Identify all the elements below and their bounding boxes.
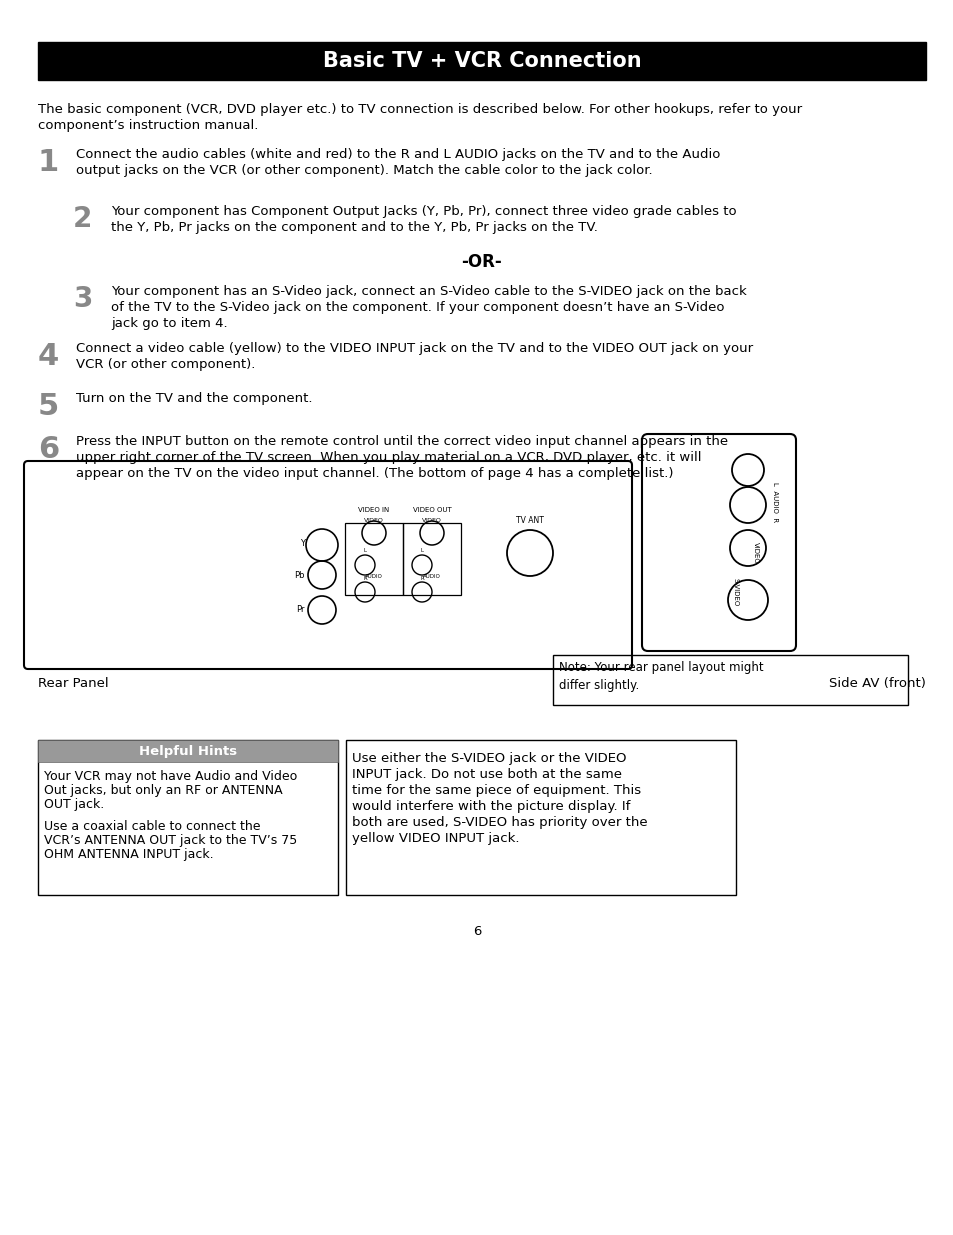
Text: Rear Panel: Rear Panel	[38, 677, 109, 690]
Text: Use either the S-VIDEO jack or the VIDEO: Use either the S-VIDEO jack or the VIDEO	[352, 752, 626, 764]
Text: S-VIDEO: S-VIDEO	[732, 578, 739, 606]
Text: upper right corner of the TV screen. When you play material on a VCR, DVD player: upper right corner of the TV screen. Whe…	[76, 451, 700, 464]
Text: INPUT jack. Do not use both at the same: INPUT jack. Do not use both at the same	[352, 768, 621, 781]
Text: the Y, Pb, Pr jacks on the component and to the Y, Pb, Pr jacks on the TV.: the Y, Pb, Pr jacks on the component and…	[111, 221, 598, 233]
Bar	[553, 655, 907, 705]
Text: Out jacks, but only an RF or ANTENNA: Out jacks, but only an RF or ANTENNA	[44, 784, 282, 797]
Text: Press the INPUT button on the remote control until the correct video input chann: Press the INPUT button on the remote con…	[76, 435, 727, 448]
Text: appear on the TV on the video input channel. (The bottom of page 4 has a complet: appear on the TV on the video input chan…	[76, 467, 673, 480]
Text: 6: 6	[38, 435, 59, 464]
Text: TV ANT: TV ANT	[516, 516, 543, 525]
Text: Your component has an S-Video jack, connect an S-Video cable to the S-VIDEO jack: Your component has an S-Video jack, conn…	[111, 285, 746, 298]
Text: Connect the audio cables (white and red) to the R and L AUDIO jacks on the TV an: Connect the audio cables (white and red)…	[76, 148, 720, 161]
FancyBboxPatch shape	[641, 433, 795, 651]
Text: time for the same piece of equipment. This: time for the same piece of equipment. Th…	[352, 784, 640, 797]
Text: 6: 6	[473, 925, 480, 939]
Text: AUDIO: AUDIO	[422, 574, 440, 579]
Text: would interfere with the picture display. If: would interfere with the picture display…	[352, 800, 630, 813]
Bar	[346, 740, 735, 895]
Text: 1: 1	[38, 148, 59, 177]
Text: VIDEO OUT: VIDEO OUT	[413, 508, 451, 513]
Text: Your component has Component Output Jacks (Y, Pb, Pr), connect three video grade: Your component has Component Output Jack…	[111, 205, 736, 219]
Text: R: R	[363, 576, 367, 580]
Bar	[38, 740, 337, 762]
Text: Pr: Pr	[296, 605, 305, 615]
FancyBboxPatch shape	[24, 461, 631, 669]
Bar	[38, 740, 337, 895]
Text: L: L	[420, 548, 423, 553]
Text: Helpful Hints: Helpful Hints	[139, 745, 236, 757]
Text: Connect a video cable (yellow) to the VIDEO INPUT jack on the TV and to the VIDE: Connect a video cable (yellow) to the VI…	[76, 342, 752, 354]
Text: -OR-: -OR-	[461, 253, 502, 270]
Text: of the TV to the S-Video jack on the component. If your component doesn’t have a: of the TV to the S-Video jack on the com…	[111, 301, 723, 314]
Text: L  AUDIO  R: L AUDIO R	[771, 483, 778, 522]
Text: 5: 5	[38, 391, 59, 421]
Text: The basic component (VCR, DVD player etc.) to TV connection is described below. : The basic component (VCR, DVD player etc…	[38, 103, 801, 116]
Text: VIDEO IN: VIDEO IN	[358, 508, 389, 513]
Text: output jacks on the VCR (or other component). Match the cable color to the jack : output jacks on the VCR (or other compon…	[76, 164, 652, 177]
Text: both are used, S-VIDEO has priority over the: both are used, S-VIDEO has priority over…	[352, 816, 647, 829]
Text: yellow VIDEO INPUT jack.: yellow VIDEO INPUT jack.	[352, 832, 519, 845]
Text: VIDEO: VIDEO	[364, 517, 383, 522]
Text: VCR (or other component).: VCR (or other component).	[76, 358, 255, 370]
Text: OUT jack.: OUT jack.	[44, 798, 104, 811]
Bar	[345, 522, 402, 595]
Text: AUDIO: AUDIO	[365, 574, 382, 579]
Text: OHM ANTENNA INPUT jack.: OHM ANTENNA INPUT jack.	[44, 848, 213, 861]
Text: Side AV (front): Side AV (front)	[828, 677, 925, 690]
Text: Turn on the TV and the component.: Turn on the TV and the component.	[76, 391, 313, 405]
Text: Pb: Pb	[294, 571, 305, 579]
Text: R: R	[419, 576, 423, 580]
Text: component’s instruction manual.: component’s instruction manual.	[38, 119, 258, 132]
Text: VIDEO: VIDEO	[752, 542, 759, 563]
Text: 3: 3	[73, 285, 92, 312]
Text: Use a coaxial cable to connect the: Use a coaxial cable to connect the	[44, 820, 260, 832]
Text: L: L	[363, 548, 366, 553]
Text: jack go to item 4.: jack go to item 4.	[111, 317, 228, 330]
Text: VCR’s ANTENNA OUT jack to the TV’s 75: VCR’s ANTENNA OUT jack to the TV’s 75	[44, 834, 297, 847]
Text: Basic TV + VCR Connection: Basic TV + VCR Connection	[322, 51, 640, 70]
Text: Note: Your rear panel layout might
differ slightly.: Note: Your rear panel layout might diffe…	[558, 661, 762, 692]
Text: VIDEO: VIDEO	[421, 517, 441, 522]
Text: Your VCR may not have Audio and Video: Your VCR may not have Audio and Video	[44, 769, 297, 783]
Text: 2: 2	[73, 205, 92, 233]
Text: Y: Y	[299, 538, 305, 547]
Bar	[402, 522, 460, 595]
Bar	[38, 42, 925, 80]
Text: 4: 4	[38, 342, 59, 370]
